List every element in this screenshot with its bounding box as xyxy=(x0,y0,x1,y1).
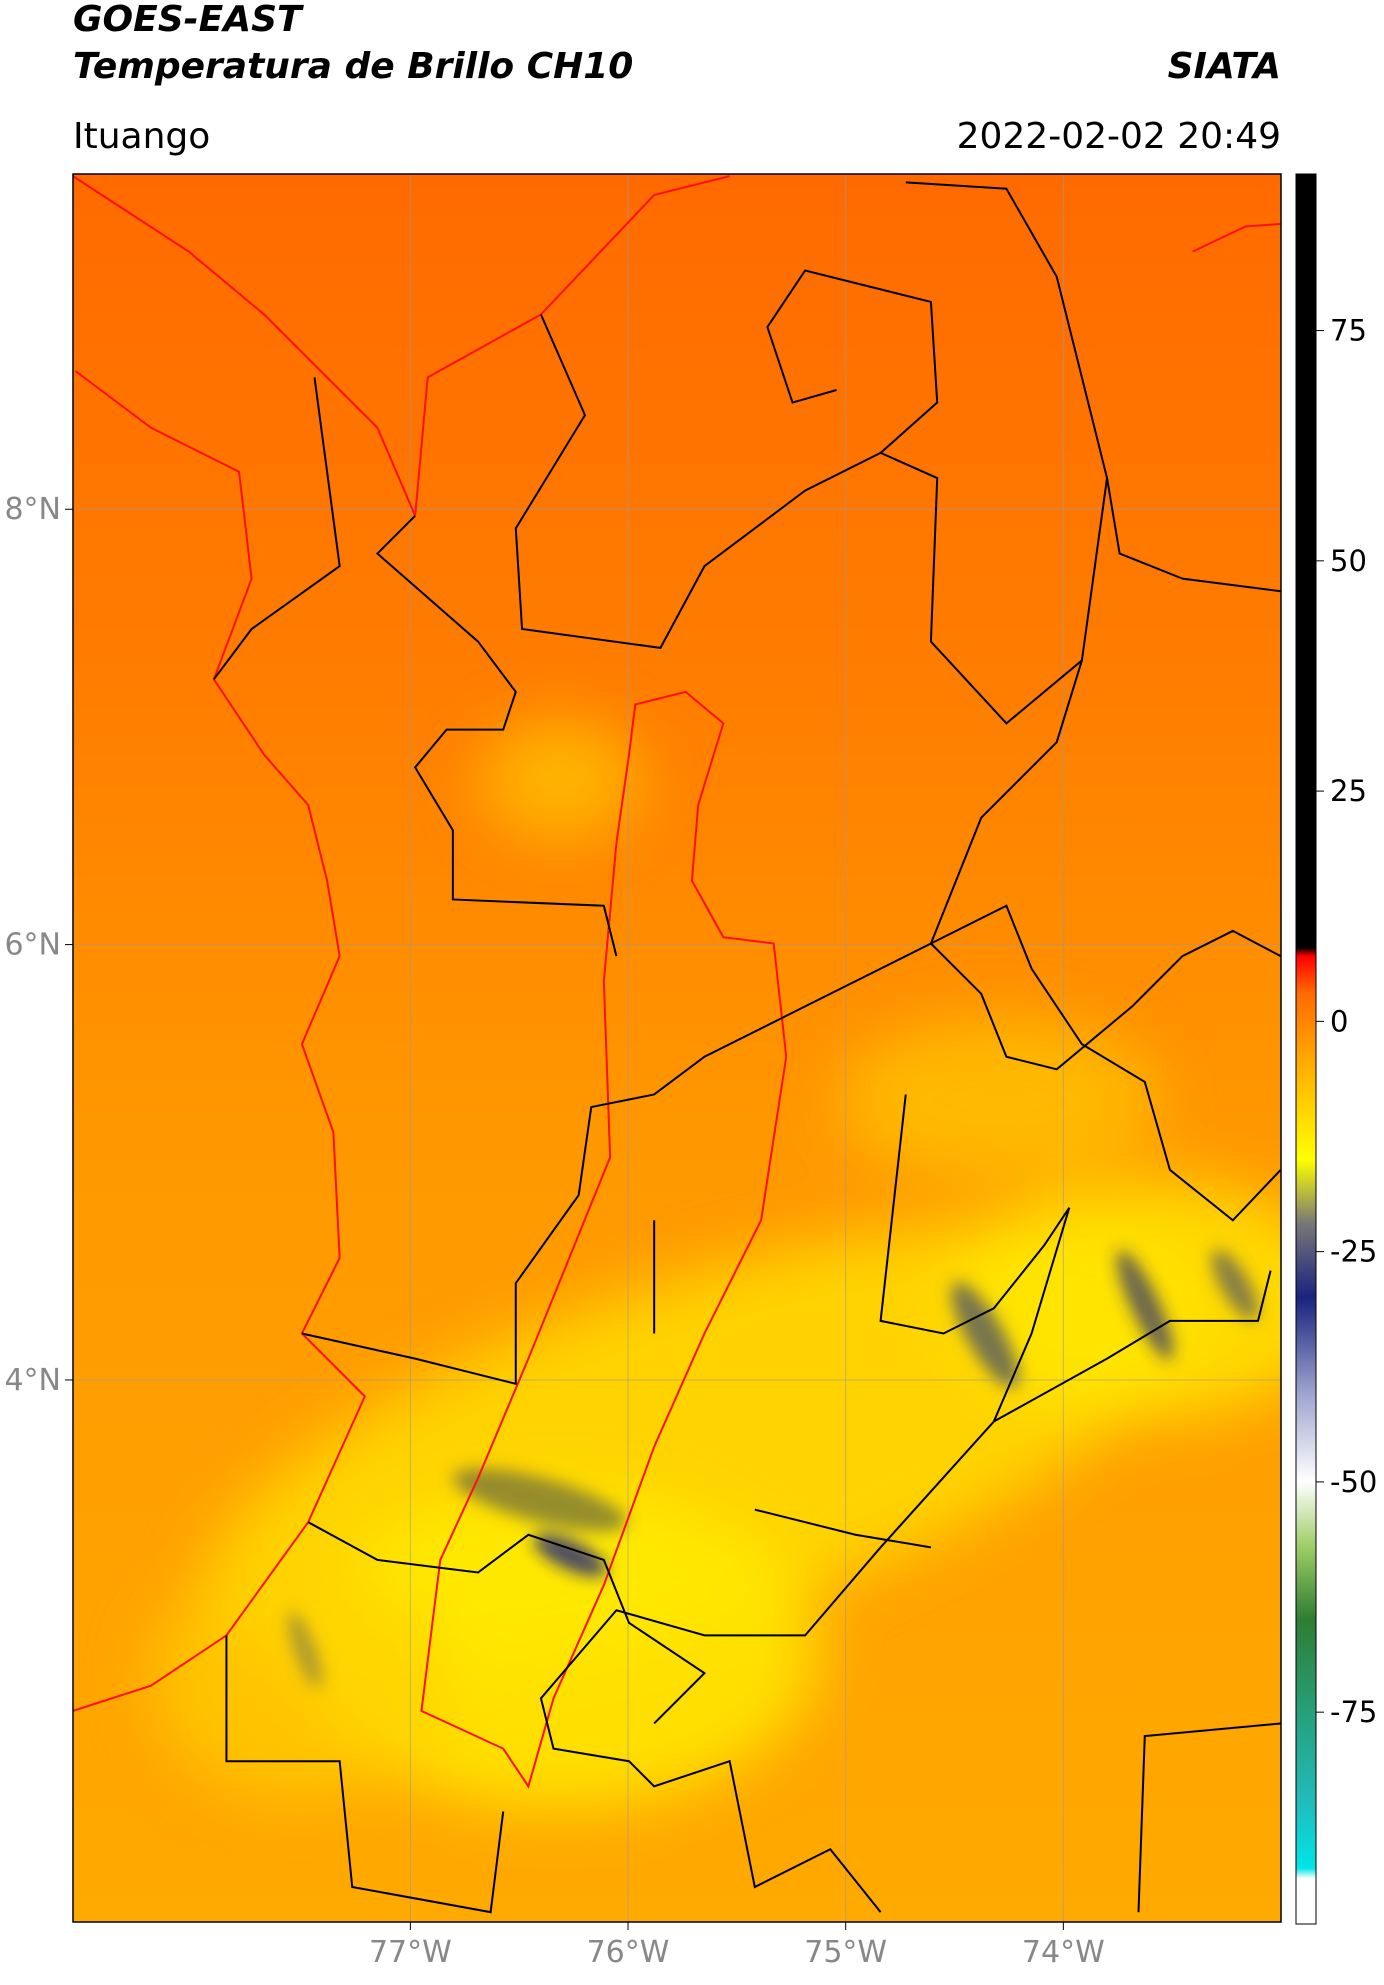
map xyxy=(73,174,1281,1922)
map-frame xyxy=(72,173,1282,1923)
colorbar-tick-label: -25 xyxy=(1330,1235,1377,1269)
borders xyxy=(73,175,1281,1914)
colorbar-tick-label: -50 xyxy=(1330,1465,1377,1499)
colorbar-tick-label: 75 xyxy=(1330,314,1367,348)
cold-tops xyxy=(288,1249,1259,1688)
colorbar-tick-label: 25 xyxy=(1330,774,1367,808)
x-tick-label: 75°W xyxy=(804,1935,887,1970)
colorbar-tick-label: -75 xyxy=(1330,1695,1377,1729)
datetime: 2022-02-02 20:49 xyxy=(957,116,1281,157)
x-tick-label: 77°W xyxy=(369,1935,452,1970)
colorbar-tick-label: 50 xyxy=(1330,544,1367,578)
colorbar xyxy=(1295,173,1317,1925)
source: SIATA xyxy=(1168,46,1281,87)
colorbar-tick-label: 0 xyxy=(1330,1004,1348,1038)
x-tick-label: 76°W xyxy=(587,1935,670,1970)
y-tick-label: 8°N xyxy=(4,492,61,527)
x-tick-label: 74°W xyxy=(1022,1935,1105,1970)
title: GOES-EAST xyxy=(73,0,304,40)
cloud-field xyxy=(150,720,1281,1810)
y-tick-label: 6°N xyxy=(4,928,61,963)
subtitle: Temperatura de Brillo CH10 xyxy=(73,46,633,87)
y-tick-label: 4°N xyxy=(4,1363,61,1398)
location: Ituango xyxy=(73,116,210,157)
grid xyxy=(73,174,1281,1922)
